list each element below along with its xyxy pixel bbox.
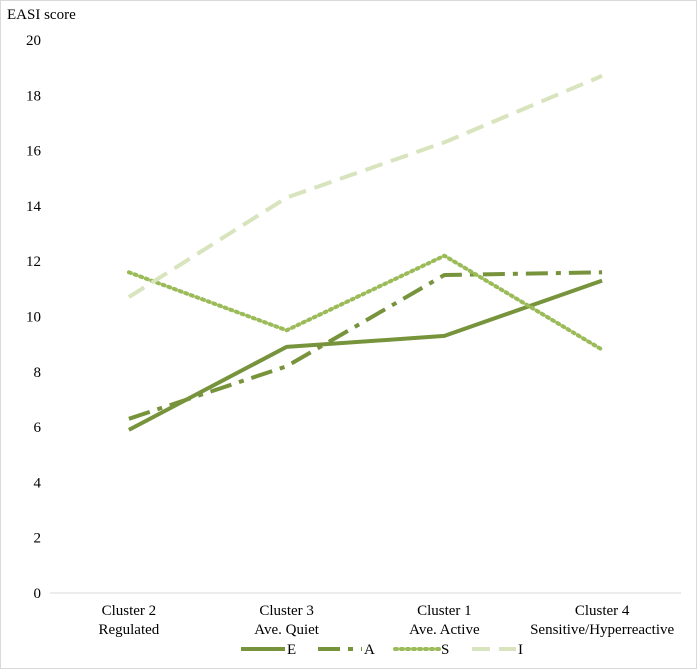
y-tick-label: 12 [26,254,41,270]
x-tick-label: Sensitive/Hyperreactive [530,622,674,638]
y-tick-label: 6 [34,420,42,436]
y-tick-label: 0 [34,586,42,602]
x-tick-label: Cluster 1 [417,603,472,619]
y-tick-label: 16 [26,144,42,160]
series-line-I [127,74,603,299]
x-tick-label: Ave. Quiet [254,622,320,638]
legend-label-A: A [364,642,375,658]
x-tick-label: Cluster 4 [575,603,630,619]
legend-label-S: S [441,642,449,658]
y-tick-label: 4 [34,475,42,491]
x-tick-label: Cluster 2 [102,603,157,619]
y-tick-label: 20 [26,33,41,49]
legend-label-E: E [287,642,296,658]
y-tick-label: 2 [34,531,42,547]
y-tick-label: 10 [26,310,41,326]
x-tick-label: Cluster 3 [259,603,314,619]
legend-label-I: I [518,642,523,658]
series-line-E [127,278,603,432]
series-layer [126,74,605,432]
y-tick-label: 18 [26,88,41,104]
series-line-S [126,253,605,352]
y-tick-label: 8 [34,365,42,381]
x-tick-label: Ave. Active [409,622,480,638]
y-axis-label: EASI score [7,7,76,23]
axis-layer: 0 2 4 6 8 10 12 14 16 18 20 Cluster 2 Regulated Clust… [26,33,681,638]
y-tick-label: 14 [26,199,42,215]
x-tick-label: Regulated [98,622,159,638]
